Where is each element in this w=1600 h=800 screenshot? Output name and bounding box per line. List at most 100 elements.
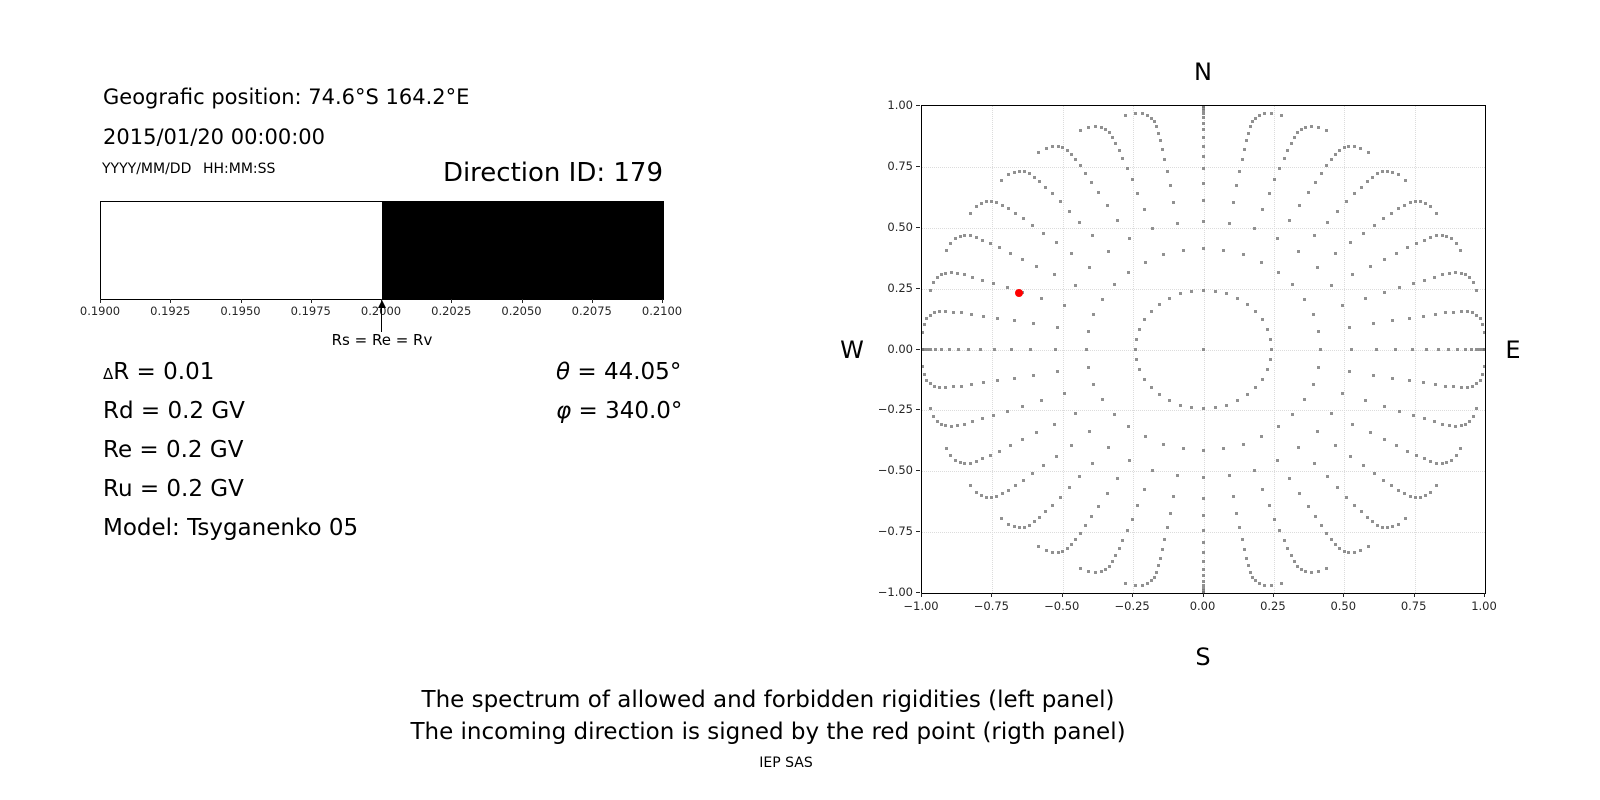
scatter-dot (1481, 373, 1485, 377)
scatter-dot (1062, 304, 1066, 308)
scatter-dot (947, 348, 951, 351)
scatter-dot (1309, 125, 1313, 129)
scatter-dot (1397, 522, 1401, 526)
scatter-dot (1286, 148, 1290, 152)
scatter-dot (1364, 296, 1368, 300)
scatter-dot (1056, 144, 1060, 148)
scatter-dot (1176, 221, 1180, 225)
scatter-dot (1454, 241, 1458, 245)
scatter-dot (1161, 147, 1164, 151)
scatter-dot (1178, 403, 1182, 407)
scatter-dot (1341, 304, 1345, 308)
scatter-dot (1092, 313, 1096, 317)
scatter-dot (1282, 539, 1286, 543)
scatter-dot (979, 494, 983, 498)
scatter-dot (1254, 579, 1258, 583)
scatter-dot (1347, 144, 1351, 148)
spectrum-tick (591, 299, 593, 303)
param-phi: φ = 340.0° (556, 398, 683, 424)
scatter-dot (1291, 412, 1295, 416)
scatter-dot (1202, 108, 1205, 112)
cutoff-arrow-shaft (381, 306, 382, 332)
scatter-dot (1231, 495, 1235, 499)
scatter-dot (981, 457, 985, 461)
scatter-dot (1315, 265, 1319, 269)
scatter-dot (1397, 173, 1401, 177)
scatter-dot (982, 381, 986, 385)
scatter-dot (1330, 412, 1334, 416)
scatter-dot (1429, 490, 1433, 494)
scatter-dot (1306, 191, 1310, 195)
scatter-dot (1447, 348, 1451, 351)
scatter-dot (1112, 412, 1116, 416)
scatter-dot (1124, 582, 1128, 586)
scatter-dot (970, 312, 974, 316)
y-tick-label: 0.00 (887, 341, 913, 356)
scatter-dot (1143, 435, 1147, 439)
caption-line-2: The incoming direction is signed by the … (410, 719, 1126, 745)
scatter-dot (1078, 129, 1082, 133)
scatter-dot (1261, 377, 1265, 381)
scatter-dot (1202, 167, 1205, 171)
scatter-dot (1202, 155, 1205, 159)
scatter-dot (1140, 583, 1144, 587)
scatter-dot (1044, 146, 1048, 150)
scatter-dot (1372, 224, 1376, 228)
scatter-dot (1117, 148, 1121, 152)
scatter-dot (1478, 317, 1482, 321)
gridline (1414, 106, 1416, 593)
scatter-dot (1435, 211, 1439, 215)
scatter-dot (1266, 327, 1270, 331)
scatter-dot (1316, 330, 1320, 334)
scatter-dot (1359, 146, 1363, 150)
scatter-dot (1062, 391, 1066, 395)
scatter-dot (1407, 316, 1411, 320)
scatter-dot (1021, 217, 1025, 221)
scatter-dot (1158, 393, 1161, 397)
delta-symbol: Δ (103, 365, 114, 383)
spectrum-tick-label: 0.1925 (150, 304, 191, 318)
scatter-dot (1421, 314, 1425, 318)
scatter-dot (1450, 237, 1453, 241)
scatter-dot (929, 348, 933, 351)
scatter-dot (1471, 384, 1475, 388)
scatter-dot (1249, 125, 1253, 129)
scatter-dot (1092, 382, 1096, 386)
scatter-dot (1058, 495, 1062, 499)
scatter-dot (1202, 348, 1205, 351)
scatter-dot (981, 278, 985, 282)
compass-label-east: E (1505, 336, 1521, 364)
scatter-dot (1319, 171, 1323, 175)
scatter-dot (1254, 116, 1258, 120)
scatter-dot (944, 424, 948, 428)
scatter-dot (1100, 297, 1104, 301)
scatter-dot (1100, 398, 1104, 402)
scatter-dot (1235, 184, 1239, 188)
scatter-dot (928, 313, 932, 317)
scatter-dot (1012, 525, 1016, 529)
scatter-dot (1270, 348, 1274, 351)
scatter-dot (1279, 113, 1283, 117)
scatter-dot (1006, 207, 1010, 211)
scatter-dot (1368, 431, 1372, 435)
scatter-dot (1471, 311, 1475, 315)
scatter-dot (1418, 199, 1422, 203)
scatter-dot (1125, 166, 1129, 170)
scatter-dot (944, 271, 948, 275)
scatter-dot (1084, 171, 1088, 175)
spectrum-tick-label: 0.2075 (571, 304, 612, 318)
scatter-dot (949, 241, 953, 245)
scatter-dot (1111, 135, 1115, 139)
scatter-dot (1094, 125, 1098, 129)
scatter-dot (1074, 538, 1078, 542)
scatter-dot (968, 461, 972, 465)
scatter-dot (1254, 386, 1258, 390)
scatter-dot (1000, 492, 1004, 496)
scatter-dot (971, 420, 975, 424)
scatter-dot (1202, 112, 1205, 116)
scatter-dot (1325, 531, 1329, 535)
scatter-dot (1334, 443, 1338, 447)
scatter-dot (1299, 568, 1303, 571)
scatter-dot (1035, 431, 1039, 435)
y-tick (916, 105, 920, 106)
